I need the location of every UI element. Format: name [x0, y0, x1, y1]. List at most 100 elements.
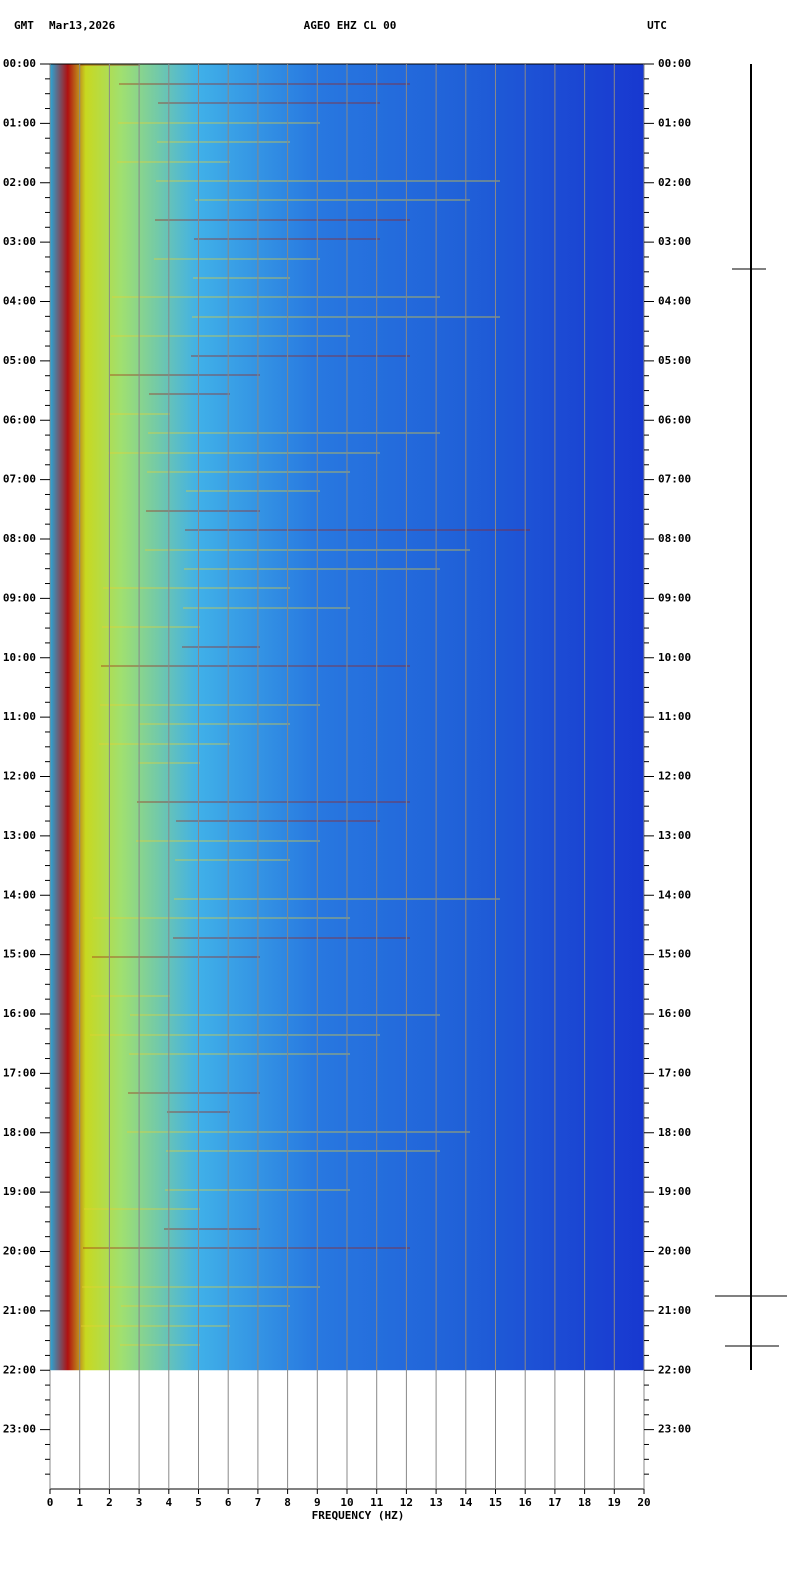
x-tick-label: 18 — [578, 1496, 591, 1509]
spectral-streak — [175, 859, 290, 861]
y-tick-label-right: 20:00 — [658, 1245, 691, 1258]
x-tick-label: 9 — [314, 1496, 321, 1509]
spectral-streak — [101, 665, 410, 667]
y-tick-label: 19:00 — [3, 1185, 36, 1198]
spectral-streak — [118, 122, 320, 124]
x-tick-label: 1 — [76, 1496, 83, 1509]
spectral-streak — [166, 1150, 440, 1152]
spectral-streak — [146, 510, 260, 512]
y-tick-label: 23:00 — [3, 1423, 36, 1436]
spectral-streak — [157, 141, 290, 143]
spectral-streak — [119, 83, 410, 85]
x-tick-label: 15 — [489, 1496, 502, 1509]
x-tick-label: 14 — [459, 1496, 473, 1509]
spectral-streak — [128, 1092, 260, 1094]
y-tick-label-right: 04:00 — [658, 295, 691, 308]
x-tick-label: 2 — [106, 1496, 113, 1509]
spectral-streak — [90, 1034, 380, 1036]
spectral-streak — [93, 917, 350, 919]
x-tick-label: 13 — [429, 1496, 442, 1509]
spectral-streak — [103, 587, 290, 589]
spectral-streak — [176, 820, 380, 822]
spectral-streak — [117, 161, 230, 163]
spectral-streak — [129, 1053, 350, 1055]
x-tick-label: 17 — [548, 1496, 561, 1509]
spectral-streak — [111, 335, 350, 337]
y-tick-label-right: 21:00 — [658, 1304, 691, 1317]
spectral-streak — [195, 199, 470, 201]
y-tick-label: 21:00 — [3, 1304, 36, 1317]
spectral-streak — [112, 296, 440, 298]
spectral-streak — [182, 646, 260, 648]
x-tick-label: 11 — [370, 1496, 384, 1509]
header-date: Mar13,2026 — [49, 19, 116, 32]
spectral-streak — [145, 549, 470, 551]
x-tick-label: 20 — [637, 1496, 650, 1509]
spectral-streak — [91, 995, 170, 997]
spectral-streak — [193, 277, 290, 279]
spectral-streak — [108, 452, 380, 454]
x-tick-label: 3 — [136, 1496, 143, 1509]
spectral-streak — [130, 1014, 440, 1016]
spectral-streak — [83, 1247, 410, 1249]
y-tick-label: 03:00 — [3, 235, 36, 248]
y-tick-label-right: 03:00 — [658, 235, 691, 248]
spectral-streak — [120, 1344, 200, 1346]
y-tick-label: 18:00 — [3, 1126, 36, 1139]
y-tick-label-right: 07:00 — [658, 473, 691, 486]
y-tick-label: 20:00 — [3, 1245, 36, 1258]
spectral-streak — [137, 801, 410, 803]
y-tick-label-right: 22:00 — [658, 1363, 691, 1376]
spectral-streak — [92, 956, 260, 958]
spectral-streak — [100, 704, 320, 706]
y-tick-label: 10:00 — [3, 651, 36, 664]
y-tick-label-right: 19:00 — [658, 1185, 691, 1198]
spectral-streak — [156, 180, 500, 182]
spectral-streak — [191, 355, 410, 357]
y-tick-label-right: 08:00 — [658, 532, 691, 545]
spectral-streak — [183, 607, 350, 609]
y-tick-label-right: 06:00 — [658, 413, 691, 426]
y-tick-label-right: 01:00 — [658, 116, 691, 129]
header-left: GMT — [14, 19, 34, 32]
spectral-streak — [158, 102, 380, 104]
x-tick-label: 7 — [255, 1496, 262, 1509]
y-tick-label: 16:00 — [3, 1007, 36, 1020]
y-tick-label-right: 17:00 — [658, 1066, 691, 1079]
y-tick-label: 11:00 — [3, 710, 36, 723]
spectral-streak — [164, 1228, 260, 1230]
spectral-streak — [99, 743, 230, 745]
spectral-streak — [82, 1286, 320, 1288]
spectral-streak — [81, 1325, 230, 1327]
y-tick-label-right: 13:00 — [658, 829, 691, 842]
y-tick-label: 14:00 — [3, 888, 36, 901]
x-tick-label: 6 — [225, 1496, 232, 1509]
spectral-streak — [154, 258, 320, 260]
y-tick-label-right: 18:00 — [658, 1126, 691, 1139]
spectral-streak — [84, 1208, 200, 1210]
y-tick-label-right: 05:00 — [658, 354, 691, 367]
y-tick-label: 06:00 — [3, 413, 36, 426]
y-tick-label: 02:00 — [3, 176, 36, 189]
x-tick-label: 8 — [284, 1496, 291, 1509]
y-tick-label: 13:00 — [3, 829, 36, 842]
y-tick-label-right: 15:00 — [658, 948, 691, 961]
x-tick-label: 0 — [47, 1496, 54, 1509]
y-tick-label-right: 09:00 — [658, 591, 691, 604]
y-tick-label: 12:00 — [3, 770, 36, 783]
spectral-streak — [184, 568, 440, 570]
x-axis-label: FREQUENCY (HZ) — [312, 1509, 405, 1522]
y-tick-label-right: 23:00 — [658, 1423, 691, 1436]
spectral-streak — [80, 64, 140, 66]
x-tick-label: 16 — [519, 1496, 533, 1509]
spectral-streak — [174, 898, 500, 900]
spectral-streak — [127, 1131, 470, 1133]
y-tick-label: 15:00 — [3, 948, 36, 961]
x-tick-label: 5 — [195, 1496, 202, 1509]
spectral-streak — [110, 374, 260, 376]
spectral-streak — [185, 529, 530, 531]
y-tick-label: 05:00 — [3, 354, 36, 367]
spectral-streak — [139, 723, 290, 725]
spectral-streak — [102, 626, 200, 628]
